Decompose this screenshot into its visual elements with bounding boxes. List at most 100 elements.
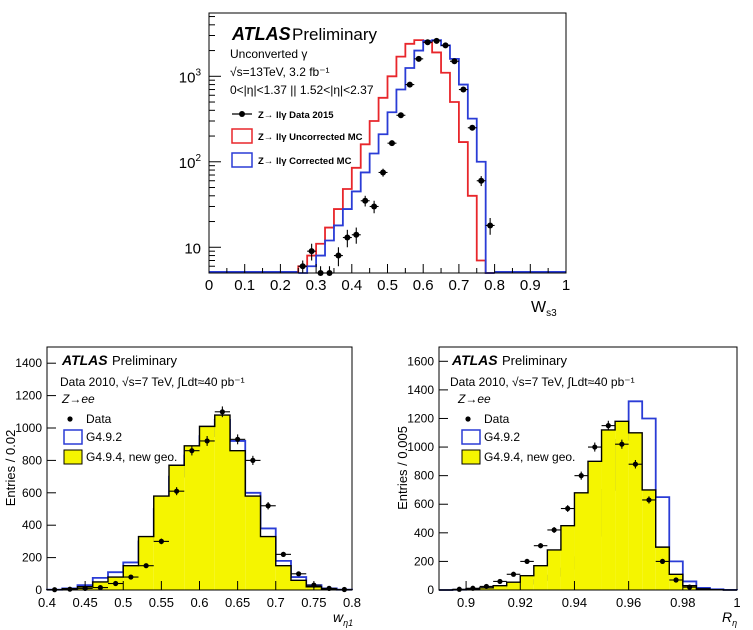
legend-item-uncorrected: Z→ llγ Uncorrected MC bbox=[231, 128, 363, 144]
y-tick-label: 400 bbox=[414, 526, 434, 540]
data-point bbox=[458, 86, 468, 93]
data-point bbox=[615, 439, 629, 449]
legend-marker-data bbox=[465, 416, 471, 422]
data-point bbox=[138, 563, 154, 569]
data-marker bbox=[469, 124, 476, 131]
data-point bbox=[493, 578, 507, 585]
y-tick-label: 400 bbox=[22, 518, 42, 532]
legend-box-g492 bbox=[461, 429, 481, 445]
bar-g4-9-4-new-geo- bbox=[260, 536, 276, 590]
bar-g4-9-4-new-geo- bbox=[533, 565, 548, 590]
data-marker bbox=[67, 586, 73, 592]
y-tick-label: 800 bbox=[414, 469, 434, 483]
annotation-1: Unconverted γ bbox=[230, 47, 307, 61]
data-marker bbox=[686, 584, 693, 590]
x-tick-label: 0.7 bbox=[267, 595, 285, 610]
data-point bbox=[62, 586, 78, 592]
data-point bbox=[628, 459, 643, 469]
y-axis-label: Entries / 0.005 bbox=[395, 426, 410, 510]
data-point bbox=[588, 442, 602, 452]
annotation-2: Z→ee bbox=[61, 392, 95, 406]
data-point bbox=[506, 571, 521, 577]
data-point bbox=[360, 195, 370, 207]
legend-item-g494: G4.9.4, new geo. bbox=[461, 449, 575, 465]
x-tick-label: 1 bbox=[733, 595, 740, 610]
data-point bbox=[396, 112, 406, 119]
data-marker bbox=[537, 543, 544, 549]
data-point bbox=[153, 538, 169, 545]
data-marker bbox=[646, 497, 652, 503]
x-tick-label: 0.8 bbox=[343, 595, 361, 610]
data-point bbox=[655, 558, 670, 565]
axes: 0 0.1 0.2 0.3 0.4 0.5 0.6 0.7 0.8 0.9 1 10 102 103 bbox=[179, 16, 570, 294]
legend-label-corrected: Z→ llγ Corrected MC bbox=[258, 156, 352, 167]
data-marker bbox=[510, 571, 517, 577]
data-point bbox=[298, 260, 308, 273]
bar-g4-9-4-new-geo- bbox=[520, 575, 534, 590]
y-tick-label: 200 bbox=[22, 551, 42, 565]
data-point bbox=[199, 436, 215, 446]
data-point bbox=[449, 58, 459, 65]
marks bbox=[452, 420, 697, 592]
data-marker bbox=[308, 248, 315, 255]
data-marker bbox=[619, 441, 625, 447]
legend-item-corrected: Z→ llγ Corrected MC bbox=[231, 152, 352, 168]
legend-box-corrected bbox=[231, 152, 253, 168]
data-point bbox=[467, 124, 477, 131]
data-point bbox=[169, 487, 185, 496]
bar-g4-9-4-new-geo- bbox=[214, 415, 230, 590]
data-point bbox=[466, 585, 480, 591]
data-marker bbox=[174, 488, 180, 494]
data-marker bbox=[113, 580, 119, 587]
legend-item-g492: G4.9.2 bbox=[63, 429, 122, 445]
data-point bbox=[378, 168, 388, 177]
data-marker bbox=[97, 584, 103, 591]
y-tick-label: 1200 bbox=[15, 389, 42, 403]
legend-marker-data bbox=[239, 111, 245, 117]
data-marker bbox=[52, 587, 58, 593]
plot-frame bbox=[438, 346, 738, 591]
preliminary-label: Preliminary bbox=[292, 25, 378, 44]
axes: 0.4 0.45 0.5 0.55 0.6 0.65 0.7 0.75 0.8 0 200 400 60… bbox=[15, 356, 361, 610]
x-tick-label: 0.45 bbox=[72, 595, 97, 610]
data-marker bbox=[578, 473, 584, 479]
legend-box-g494 bbox=[63, 449, 83, 465]
annotation-2: Z→ee bbox=[457, 392, 491, 406]
legend-item-data: Data bbox=[67, 412, 112, 426]
legend-item-data: Data bbox=[465, 412, 510, 426]
y-tick-label: 0 bbox=[427, 583, 434, 597]
x-axis-label: Rη bbox=[722, 609, 737, 628]
x-axis-label: wη1 bbox=[333, 609, 353, 628]
data-marker bbox=[311, 582, 317, 588]
y-tick-label: 600 bbox=[414, 497, 434, 511]
x-tick-label: 0.8 bbox=[484, 277, 505, 294]
bar-g4-9-4-new-geo- bbox=[199, 426, 215, 590]
plot-area bbox=[46, 414, 353, 591]
data-marker bbox=[565, 505, 571, 512]
data-point bbox=[47, 587, 63, 593]
x-tick-label: 0.92 bbox=[508, 595, 533, 610]
x-tick-label: 0.2 bbox=[270, 277, 291, 294]
data-point bbox=[520, 558, 534, 565]
data-marker bbox=[353, 231, 360, 238]
bar-g4-9-4-new-geo- bbox=[245, 496, 261, 590]
x-tick-label: 0.4 bbox=[38, 595, 56, 610]
legend-box-g494 bbox=[461, 449, 481, 465]
x-tick-label: 0.6 bbox=[190, 595, 208, 610]
legend-label-data: Data bbox=[86, 412, 112, 426]
data-point bbox=[275, 551, 291, 557]
data-point bbox=[306, 582, 322, 588]
atlas-label: ATLAS bbox=[451, 352, 498, 368]
data-marker bbox=[433, 37, 440, 44]
data-point bbox=[601, 420, 616, 431]
data-marker bbox=[673, 577, 679, 583]
legend-label-g494: G4.9.4, new geo. bbox=[484, 450, 575, 464]
data-point bbox=[405, 81, 415, 88]
data-marker bbox=[380, 169, 387, 176]
data-point bbox=[452, 586, 467, 592]
data-marker bbox=[632, 461, 639, 467]
x-tick-label: 0.5 bbox=[114, 595, 132, 610]
x-tick-label: 0.65 bbox=[225, 595, 250, 610]
